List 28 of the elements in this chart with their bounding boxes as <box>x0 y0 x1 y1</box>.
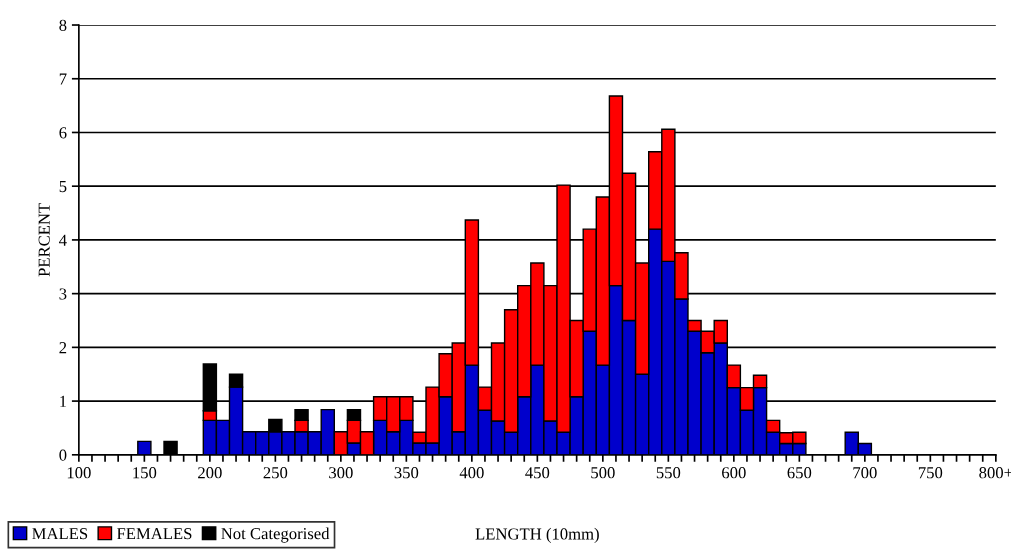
x-tick-label: 400 <box>459 467 484 479</box>
x-tick-label: 700 <box>853 467 877 479</box>
y-axis-title: PERCENT <box>38 203 50 277</box>
x-tick-label: 200 <box>198 467 222 479</box>
legend-label: Not Categorised <box>221 527 330 543</box>
x-tick-label: 300 <box>329 467 353 479</box>
y-tick-label: 2 <box>59 342 67 354</box>
x-tick-label: 350 <box>394 467 419 479</box>
legend-label: FEMALES <box>116 528 192 540</box>
y-tick-label: 4 <box>59 234 67 246</box>
x-tick-label: 100 <box>67 467 91 479</box>
x-tick-label: 650 <box>787 467 812 479</box>
y-tick-label: 7 <box>59 73 67 85</box>
y-tick-label: 5 <box>59 181 67 193</box>
y-tick-label: 8 <box>59 19 67 31</box>
y-tick-label: 0 <box>59 449 67 461</box>
x-tick-label: 600 <box>722 467 746 479</box>
x-axis-title: LENGTH (10mm) <box>475 527 599 543</box>
x-tick-label: 150 <box>133 467 157 479</box>
x-tick-label: 750 <box>918 467 943 479</box>
x-tick-label: 450 <box>525 467 550 479</box>
y-tick-label: 3 <box>59 288 67 300</box>
x-tick-label: 250 <box>263 467 288 479</box>
y-tick-label: 1 <box>60 395 67 407</box>
legend-label: MALES <box>32 528 88 540</box>
x-tick-label: 550 <box>656 467 681 479</box>
x-tick-label: 500 <box>591 467 615 479</box>
y-tick-label: 6 <box>59 127 67 139</box>
